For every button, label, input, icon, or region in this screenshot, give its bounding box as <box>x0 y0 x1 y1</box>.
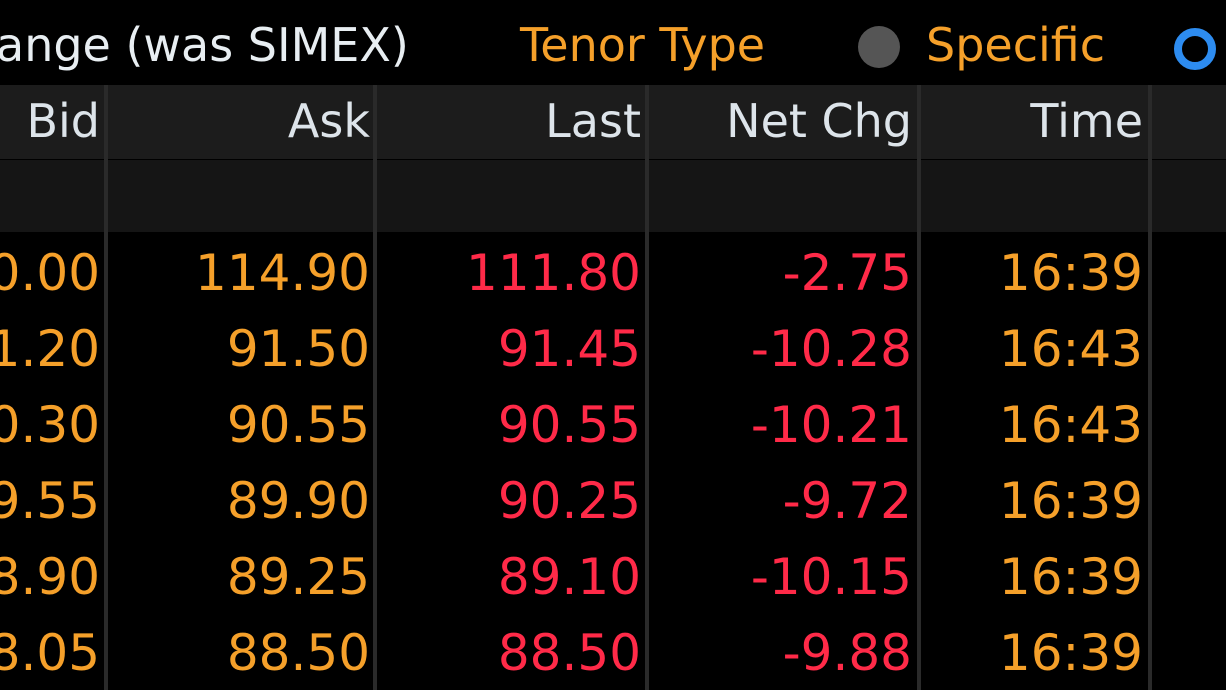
table-cell: 16:43 <box>998 320 1143 378</box>
column-header: Net Chg <box>726 94 912 148</box>
column-separator <box>373 85 377 690</box>
table-cell: 89.10 <box>497 548 641 606</box>
column-separator <box>1148 85 1152 690</box>
table-cell: 1.20 <box>0 320 100 378</box>
exchange-label: ange (was SIMEX) <box>0 18 409 72</box>
radio-selected[interactable] <box>1174 28 1216 70</box>
table-cell: -9.72 <box>782 472 912 530</box>
empty-band <box>0 160 1226 232</box>
table-cell: 16:39 <box>998 548 1143 606</box>
table-cell: 8.90 <box>0 548 100 606</box>
table-cell: 88.50 <box>497 624 641 682</box>
table-cell: 91.45 <box>497 320 641 378</box>
table-cell: 8.05 <box>0 624 100 682</box>
column-separator <box>645 85 649 690</box>
table-cell: 9.55 <box>0 472 100 530</box>
column-separator <box>917 85 921 690</box>
tenor-label: Tenor Type <box>520 18 766 72</box>
table-cell: 90.55 <box>497 396 641 454</box>
table-cell: 16:39 <box>998 624 1143 682</box>
table-cell: 16:43 <box>998 396 1143 454</box>
column-header: Ask <box>287 94 370 148</box>
table-cell: 16:39 <box>998 472 1143 530</box>
column-header: Time <box>1030 94 1143 148</box>
table-cell: 90.55 <box>226 396 370 454</box>
table-cell: 90.25 <box>497 472 641 530</box>
table-cell: 16:39 <box>998 244 1143 302</box>
table-cell: 0.00 <box>0 244 100 302</box>
table-cell: -10.15 <box>750 548 912 606</box>
table-cell: -9.88 <box>782 624 912 682</box>
table-cell: -10.28 <box>750 320 912 378</box>
table-cell: 111.80 <box>466 244 641 302</box>
header-row <box>0 85 1226 159</box>
table-cell: -2.75 <box>782 244 912 302</box>
table-cell: 89.25 <box>226 548 370 606</box>
option-label: Specific <box>926 18 1106 72</box>
table-cell: 89.90 <box>226 472 370 530</box>
radio-unselected[interactable] <box>858 26 900 68</box>
table-cell: -10.21 <box>750 396 912 454</box>
table-cell: 0.30 <box>0 396 100 454</box>
column-header: Last <box>545 94 641 148</box>
column-header: Bid <box>26 94 100 148</box>
table-cell: 88.50 <box>226 624 370 682</box>
column-separator <box>104 85 108 690</box>
table-cell: 114.90 <box>195 244 370 302</box>
table-cell: 91.50 <box>226 320 370 378</box>
